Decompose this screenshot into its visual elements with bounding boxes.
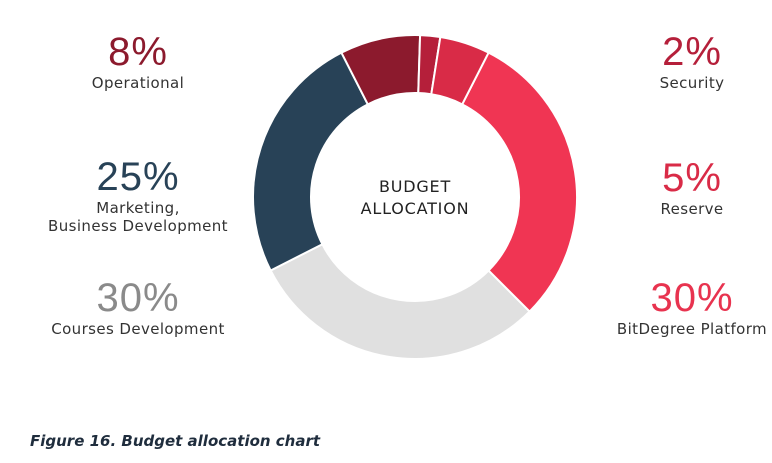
callout-label: Marketing, Business Development [48, 199, 228, 235]
callout-courses: 30% Courses Development [28, 276, 248, 338]
callout-label: Security [659, 74, 725, 92]
callout-label: Courses Development [51, 320, 225, 338]
callout-value: 8% [108, 30, 168, 74]
donut-slice-bitdegree-platform [460, 51, 578, 313]
donut-slice-marketing-business-development [252, 51, 370, 272]
donut-center-label: BUDGET ALLOCATION [360, 177, 470, 218]
callout-operational: 8% Operational [28, 30, 248, 92]
callout-value: 5% [662, 156, 722, 200]
donut-slice-courses-development [269, 242, 531, 360]
callout-label: Operational [91, 74, 185, 92]
callout-reserve: 5% Reserve [582, 156, 772, 218]
callout-security: 2% Security [582, 30, 772, 92]
callout-marketing: 25% Marketing, Business Development [28, 155, 248, 235]
donut-slice-reserve [430, 35, 490, 106]
callout-label: BitDegree Platform [616, 320, 768, 338]
callout-value: 30% [650, 276, 734, 320]
figure-caption: Figure 16. Budget allocation chart [30, 432, 321, 450]
callout-value: 30% [96, 276, 180, 320]
callout-label: Reserve [660, 200, 724, 218]
callout-bitdegree-platform: 30% BitDegree Platform [582, 276, 772, 338]
callout-value: 25% [96, 155, 180, 199]
callout-value: 2% [662, 30, 722, 74]
